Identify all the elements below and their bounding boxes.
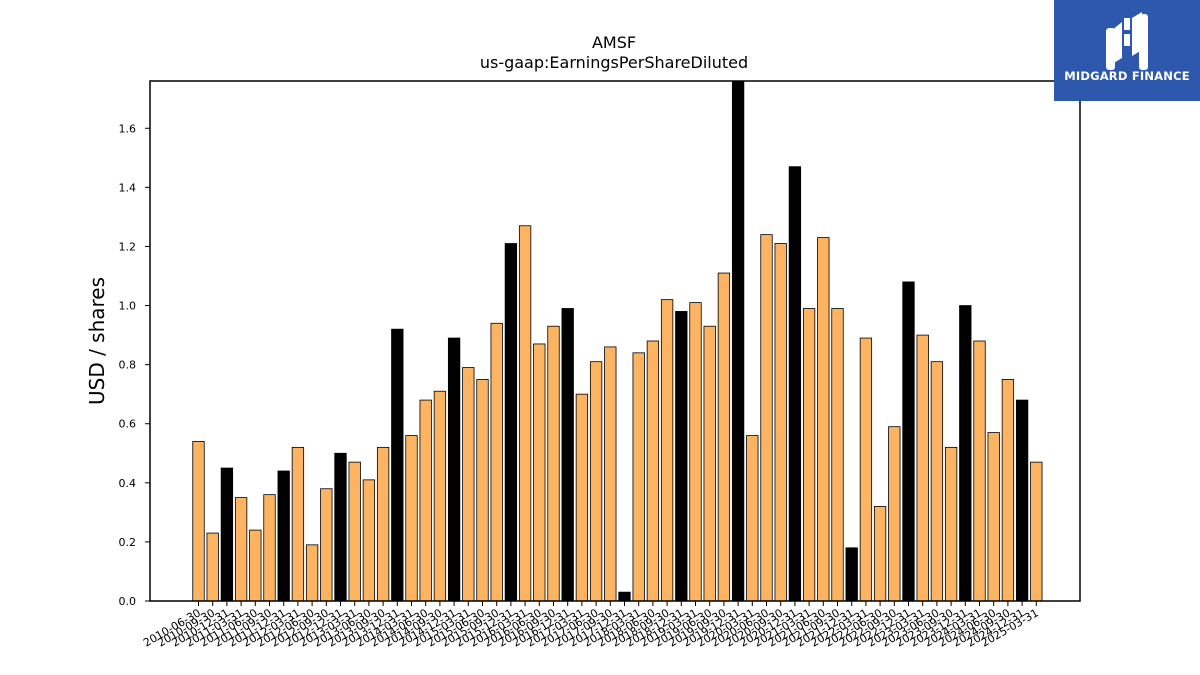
chart-title: AMSF <box>592 33 636 52</box>
bar-2019-06-30 <box>703 325 716 602</box>
bar-2011-06-30 <box>249 529 262 602</box>
y-tick-label: 0.0 <box>119 595 137 608</box>
y-tick-label: 1.2 <box>119 240 137 253</box>
bar-2018-06-30 <box>646 340 660 602</box>
bar-2013-12-31 <box>391 328 404 602</box>
bar-2012-06-30 <box>305 544 319 602</box>
bar-2014-03-31 <box>405 435 418 602</box>
bar-2010-09-30 <box>206 532 219 602</box>
bar-2021-06-30 <box>817 237 830 602</box>
y-tick-label: 0.2 <box>119 536 137 549</box>
bar-2020-12-31 <box>788 166 802 602</box>
bar-2023-06-30 <box>930 361 944 602</box>
bar-2024-06-30 <box>987 432 1000 602</box>
y-tick-label: 0.8 <box>119 359 137 372</box>
bar-2014-06-30 <box>419 399 432 602</box>
bar-2016-09-30 <box>547 325 560 602</box>
bar-2023-09-30 <box>944 446 958 602</box>
bar-2014-09-30 <box>433 390 447 602</box>
bar-2015-06-30 <box>476 379 489 602</box>
bar-2017-12-31 <box>618 591 631 602</box>
logo-mark-icon <box>1106 12 1148 70</box>
bar-2014-12-31 <box>447 337 461 602</box>
y-axis-label: USD / shares <box>85 277 109 405</box>
bar-2018-12-31 <box>675 311 688 602</box>
bar-2012-09-30 <box>320 488 333 602</box>
bar-2016-12-31 <box>561 308 574 602</box>
plot-frame <box>149 80 1081 602</box>
bar-2024-03-31 <box>973 340 986 602</box>
bar-2019-03-31 <box>689 302 702 602</box>
bar-2025-03-31 <box>1030 461 1043 602</box>
y-tick-label: 1.0 <box>119 300 137 313</box>
bar-2016-03-31 <box>518 225 532 602</box>
bar-2023-03-31 <box>916 334 929 602</box>
bar-2013-03-31 <box>348 461 361 602</box>
bar-2011-09-30 <box>263 494 276 602</box>
bar-2021-09-30 <box>831 308 844 602</box>
bar-2020-03-31 <box>746 435 759 602</box>
bar-2017-09-30 <box>604 346 617 602</box>
brand-logo: MIDGARD FINANCE <box>1054 0 1200 101</box>
bar-2010-06-30 <box>192 441 205 602</box>
bar-2022-06-30 <box>873 506 887 602</box>
bar-2018-03-31 <box>632 352 645 602</box>
y-tick-label: 1.4 <box>119 181 137 194</box>
bar-2024-09-30 <box>1001 379 1015 602</box>
x-axis: 2010-06-302010-09-302010-12-312011-03-31… <box>141 601 1041 650</box>
bar-2024-12-31 <box>1015 399 1029 602</box>
bar-2020-09-30 <box>774 243 787 602</box>
y-axis: 0.0 0.2 0.4 0.6 0.8 1.0 1.2 1.4 1.6 <box>119 122 150 608</box>
bar-2015-09-30 <box>490 322 503 602</box>
logo-text: MIDGARD FINANCE <box>1064 69 1190 83</box>
bar-2012-03-31 <box>291 446 305 602</box>
bar-2013-09-30 <box>376 446 390 602</box>
y-tick-label: 1.6 <box>119 122 137 135</box>
bar-2021-12-31 <box>845 547 858 602</box>
bar-2022-03-31 <box>859 337 873 602</box>
bar-2011-12-31 <box>277 470 290 602</box>
bar-2016-06-30 <box>533 343 546 602</box>
bar-2019-12-31 <box>731 80 745 602</box>
bar-2011-03-31 <box>234 497 248 602</box>
bar-2015-12-31 <box>504 243 518 602</box>
bar-2015-03-31 <box>462 367 475 602</box>
y-tick-label: 0.4 <box>119 477 137 490</box>
bar-2013-06-30 <box>362 479 376 602</box>
bar-2023-12-31 <box>959 305 972 602</box>
bar-2022-09-30 <box>888 426 901 602</box>
bars <box>192 80 1043 602</box>
bar-2018-09-30 <box>660 299 674 602</box>
bar-2021-03-31 <box>802 308 816 602</box>
chart-subtitle: us-gaap:EarningsPerShareDiluted <box>480 53 748 72</box>
bar-2020-06-30 <box>760 234 773 602</box>
bar-2012-12-31 <box>334 452 347 602</box>
bar-2017-03-31 <box>575 393 589 602</box>
bar-2022-12-31 <box>902 281 915 602</box>
bar-2010-12-31 <box>220 467 234 602</box>
bar-2017-06-30 <box>589 361 603 602</box>
bar-2019-09-30 <box>717 272 731 602</box>
y-tick-label: 0.6 <box>119 418 137 431</box>
